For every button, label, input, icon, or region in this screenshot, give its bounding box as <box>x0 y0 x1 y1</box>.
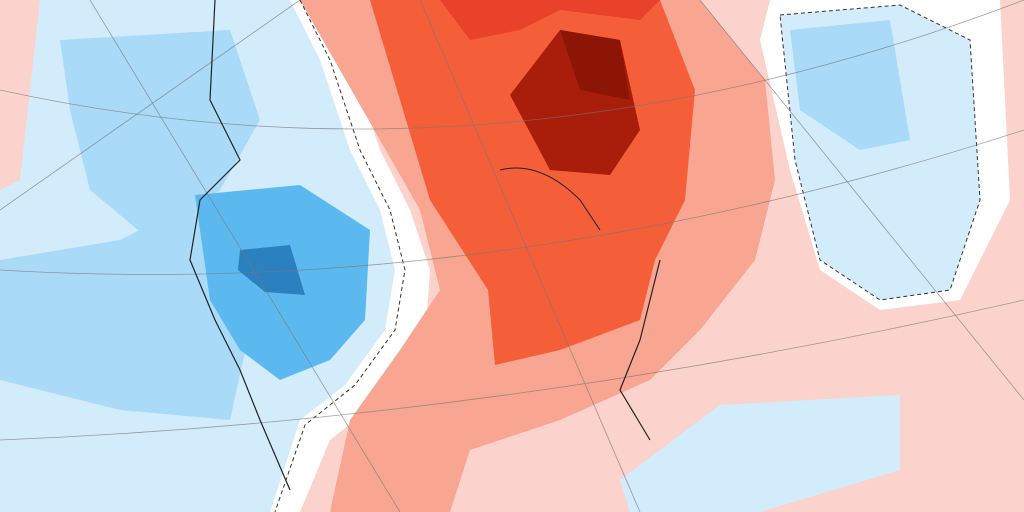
cool-anomaly-medium <box>0 200 250 420</box>
graticule <box>89 0 401 512</box>
cool-anomaly-medium <box>790 20 910 150</box>
contour <box>274 0 406 512</box>
graticule <box>0 0 1024 130</box>
coastline <box>499 167 601 231</box>
graticule <box>0 0 301 211</box>
graticule <box>419 0 641 512</box>
warm-anomaly-strong <box>380 0 660 40</box>
warm-anomaly-peak <box>560 30 630 100</box>
graticule <box>699 0 1024 401</box>
coastline <box>619 259 661 441</box>
graticule <box>0 129 1024 275</box>
warm-anomaly-light <box>0 0 40 190</box>
graticule <box>0 299 1024 441</box>
cool-anomaly-light <box>620 395 900 512</box>
coastline <box>189 0 291 491</box>
cool-anomaly-medium <box>60 30 260 240</box>
cool-anomaly-core <box>238 245 305 295</box>
